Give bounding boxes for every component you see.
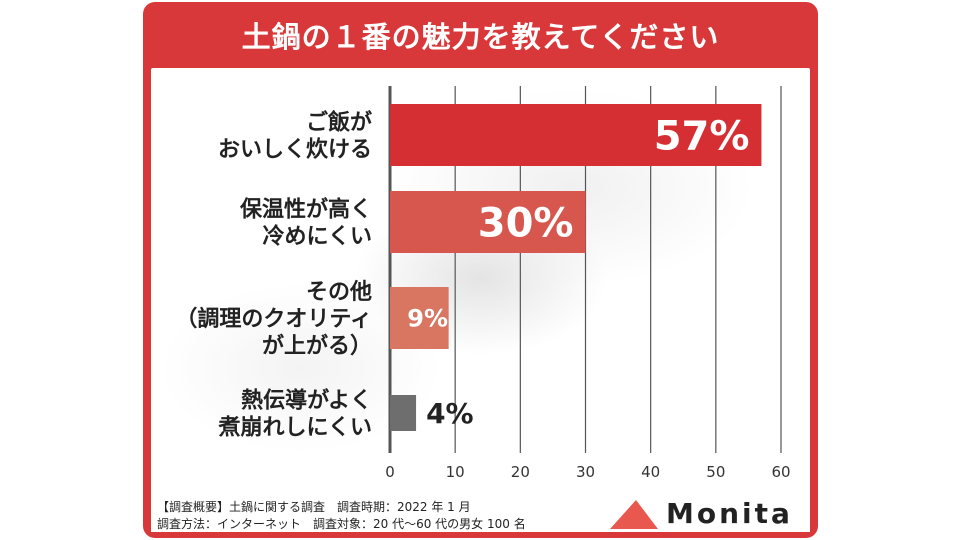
chart-panel: 0 10 20 30 40 50 60 57% ご飯が おいしく炊ける 30% 保温性が高く 冷めにくい… xyxy=(151,68,810,530)
footer: 【調査概要】土鍋に関する調査 調査時期：2022 年 1 月 調査方法：インター… xyxy=(151,495,810,532)
x-tick-label: 40 xyxy=(641,463,660,481)
bar-value-label: 30% xyxy=(478,200,574,246)
x-tick-label: 20 xyxy=(511,463,530,481)
x-tick-label: 50 xyxy=(706,463,725,481)
bar xyxy=(390,395,417,431)
category-label: ご飯が xyxy=(306,110,372,136)
category-label: （調理のクオリティ xyxy=(175,306,372,332)
bar xyxy=(390,287,449,349)
bar-value-label: 57% xyxy=(654,113,750,159)
category-label: 冷めにくい xyxy=(262,224,372,250)
bar xyxy=(390,104,762,166)
bar xyxy=(390,191,586,253)
x-tick-label: 60 xyxy=(771,463,790,481)
x-tick-label: 0 xyxy=(385,463,395,481)
chart-title: 土鍋の１番の魅力を教えてください xyxy=(241,20,720,54)
category-label: が上がる） xyxy=(262,333,372,359)
survey-method: 調査方法：インターネット 調査対象：20 代〜60 代の男女 100 名 xyxy=(157,517,526,531)
category-label: 熱伝導がよく xyxy=(241,388,372,414)
x-tick-label: 10 xyxy=(446,463,465,481)
bar-value-label: 4% xyxy=(426,397,474,430)
category-label: その他 xyxy=(306,280,372,305)
category-label: 煮崩れしにくい xyxy=(217,415,372,441)
category-label: おいしく炊ける xyxy=(218,138,372,163)
logo-text: Monita xyxy=(666,497,793,530)
triangle-logo-icon xyxy=(610,500,658,529)
monita-logo: Monita xyxy=(608,495,808,532)
x-tick-label: 30 xyxy=(576,463,595,481)
chart-card: 土鍋の１番の魅力を教えてください 0 10 20 30 40 50 60 57% ご飯が おいしく… xyxy=(143,2,818,538)
bar-value-label: 9% xyxy=(407,305,448,333)
category-label: 保温性が高く xyxy=(239,197,372,223)
survey-summary: 【調査概要】土鍋に関する調査 調査時期：2022 年 1 月 xyxy=(157,500,471,514)
